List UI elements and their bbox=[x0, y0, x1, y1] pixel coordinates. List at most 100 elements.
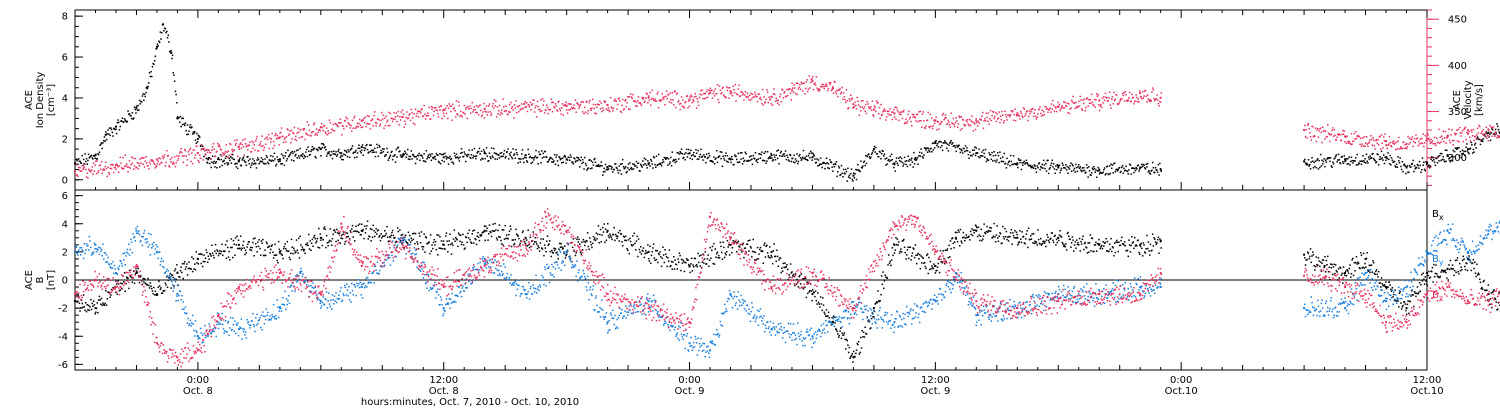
density-series-dot bbox=[377, 155, 380, 157]
density-series-dot bbox=[1078, 164, 1080, 166]
velocity-series-dot bbox=[134, 157, 136, 160]
density-series-dot bbox=[1077, 166, 1079, 168]
b-series-bx-dot bbox=[108, 291, 110, 293]
velocity-series-dot bbox=[839, 88, 841, 90]
b-series-bx-dot bbox=[732, 240, 734, 242]
density-series-dot bbox=[115, 132, 118, 135]
density-series-dot bbox=[147, 85, 149, 88]
velocity-series-dot bbox=[995, 120, 998, 123]
velocity-series-dot bbox=[267, 138, 269, 141]
density-series-dot bbox=[414, 162, 417, 165]
velocity-series-dot bbox=[1493, 133, 1495, 135]
density-series-dot bbox=[1145, 163, 1147, 166]
velocity-series-dot bbox=[112, 163, 114, 166]
velocity-series-dot bbox=[485, 105, 488, 107]
velocity-series-dot bbox=[913, 116, 916, 118]
velocity-series-dot bbox=[852, 107, 854, 109]
velocity-series-dot bbox=[803, 82, 805, 84]
density-series-dot bbox=[1475, 147, 1477, 149]
density-series-dot bbox=[151, 75, 153, 78]
b-series-bx-dot bbox=[289, 258, 291, 261]
b-series-bx-dot bbox=[685, 261, 687, 264]
velocity-series-dot bbox=[1003, 120, 1005, 122]
velocity-series-dot bbox=[399, 116, 401, 118]
density-series-dot bbox=[134, 108, 136, 111]
velocity-series-dot bbox=[376, 118, 379, 120]
velocity-series-dot bbox=[525, 106, 527, 109]
velocity-series-dot bbox=[146, 162, 148, 164]
density-series-dot bbox=[562, 161, 564, 163]
velocity-series-dot bbox=[949, 126, 952, 128]
density-series-dot bbox=[454, 155, 456, 157]
density-series-dot bbox=[1394, 165, 1396, 167]
density-series-dot bbox=[1311, 157, 1313, 159]
b-series-bx-dot bbox=[424, 251, 426, 253]
velocity-series-dot bbox=[210, 158, 212, 160]
b-series-bx-dot bbox=[412, 238, 415, 241]
density-series-dot bbox=[426, 158, 428, 160]
velocity-series-dot bbox=[379, 125, 381, 127]
density-series-dot bbox=[675, 158, 677, 161]
velocity-series-dot bbox=[884, 110, 886, 112]
velocity-series-dot bbox=[473, 106, 476, 108]
velocity-series-dot bbox=[811, 78, 813, 80]
density-series-dot bbox=[693, 151, 695, 154]
velocity-series-dot bbox=[232, 149, 235, 151]
velocity-series-dot bbox=[1119, 99, 1122, 101]
velocity-series-dot bbox=[137, 168, 139, 170]
velocity-series-dot bbox=[1023, 108, 1026, 110]
velocity-series-dot bbox=[1102, 102, 1104, 104]
b-series-bx-dot bbox=[202, 260, 205, 263]
velocity-series-dot bbox=[829, 83, 831, 86]
density-series-dot bbox=[371, 149, 373, 151]
density-series-dot bbox=[591, 167, 593, 169]
velocity-series-dot bbox=[1121, 98, 1123, 100]
velocity-series-dot bbox=[632, 93, 634, 96]
velocity-series-dot bbox=[161, 161, 163, 164]
density-series-dot bbox=[1451, 160, 1454, 162]
velocity-series-dot bbox=[237, 155, 239, 157]
ytick-label-left: 0 bbox=[62, 175, 68, 186]
density-series-dot bbox=[966, 150, 969, 152]
density-series-dot bbox=[894, 170, 896, 172]
velocity-series-dot bbox=[1404, 144, 1406, 146]
velocity-series-dot bbox=[530, 109, 532, 111]
velocity-series-dot bbox=[223, 154, 225, 156]
density-series-dot bbox=[1109, 172, 1112, 175]
b-series-bx-dot bbox=[150, 285, 152, 287]
density-series-dot bbox=[272, 160, 275, 162]
velocity-series-dot bbox=[177, 157, 179, 160]
velocity-series-dot bbox=[500, 111, 502, 114]
b-series-bx-dot bbox=[158, 280, 160, 283]
velocity-series-dot bbox=[360, 126, 362, 129]
density-series-dot bbox=[283, 164, 286, 167]
b-series-bx-dot bbox=[687, 259, 689, 261]
velocity-series-dot bbox=[79, 167, 81, 169]
density-series-dot bbox=[275, 163, 278, 166]
b-series-bx-dot bbox=[510, 228, 512, 230]
density-series-dot bbox=[214, 166, 216, 168]
b-series-bx-dot bbox=[136, 271, 139, 274]
velocity-series-dot bbox=[296, 132, 298, 134]
density-series-dot bbox=[991, 151, 993, 154]
density-series-point bbox=[1487, 131, 1490, 134]
density-series-dot bbox=[90, 154, 93, 157]
b-series-bx-dot bbox=[528, 246, 531, 249]
velocity-series-dot bbox=[824, 85, 826, 88]
b-series-bx-dot bbox=[186, 263, 188, 265]
velocity-series-dot bbox=[440, 105, 443, 107]
density-series-dot bbox=[797, 160, 800, 163]
density-series-dot bbox=[542, 152, 544, 155]
b-series-bx-dot bbox=[300, 249, 303, 251]
velocity-series-dot bbox=[153, 163, 156, 165]
density-series-dot bbox=[817, 159, 820, 161]
velocity-series-dot bbox=[999, 121, 1001, 124]
b-series-bx-dot bbox=[723, 256, 726, 259]
b-series-bx-dot bbox=[596, 238, 598, 240]
b-series-bx-dot bbox=[835, 329, 838, 331]
density-series-dot bbox=[86, 163, 88, 165]
density-series-dot bbox=[137, 104, 139, 107]
velocity-series-dot bbox=[427, 112, 429, 114]
velocity-series-dot bbox=[379, 123, 382, 125]
density-series-dot bbox=[151, 66, 154, 68]
